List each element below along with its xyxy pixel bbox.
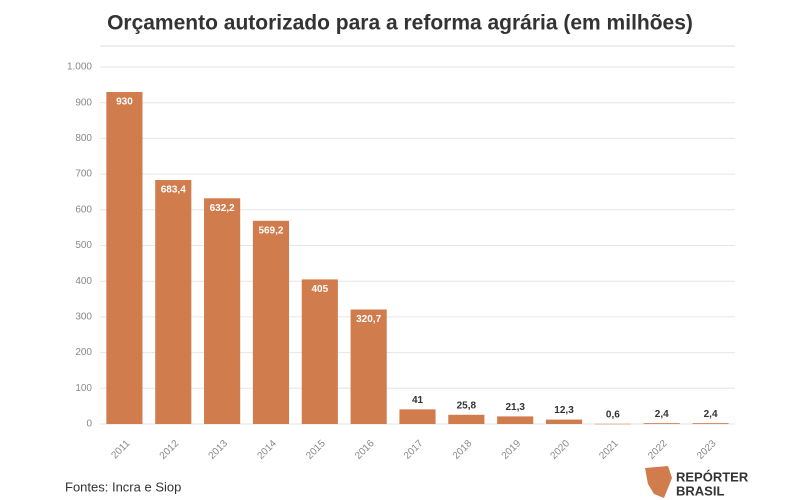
- x-tick-label: 2022: [646, 438, 670, 462]
- bar: [643, 423, 680, 424]
- y-tick-label: 900: [75, 97, 92, 108]
- bar: [155, 180, 192, 424]
- bar: [448, 414, 485, 424]
- bar: [692, 423, 729, 424]
- value-label: 12,3: [554, 405, 574, 416]
- x-tick-label: 2021: [597, 438, 621, 462]
- bar: [545, 419, 583, 424]
- value-label: 2,4: [704, 409, 718, 420]
- y-tick-label: 1.000: [67, 62, 92, 73]
- bar: [594, 423, 631, 425]
- x-tick-label: 2017: [402, 438, 426, 462]
- y-tick-label: 700: [75, 169, 92, 180]
- value-label: 320,7: [356, 314, 381, 325]
- x-tick-label: 2012: [158, 438, 182, 462]
- value-label: 632,2: [210, 203, 235, 214]
- x-tick-label: 2011: [109, 438, 132, 461]
- y-tick-label: 600: [75, 204, 92, 215]
- bar: [350, 309, 387, 424]
- y-tick-label: 200: [75, 347, 92, 358]
- x-tick-label: 2013: [207, 438, 231, 462]
- source-note: Fontes: Incra e Siop: [65, 479, 181, 494]
- x-tick-label: 2016: [353, 438, 377, 462]
- value-label: 569,2: [258, 225, 283, 236]
- value-label: 25,8: [457, 400, 477, 411]
- x-tick-label: 2014: [255, 438, 279, 462]
- y-tick-label: 300: [75, 312, 92, 323]
- value-label: 41: [412, 395, 424, 406]
- logo-icon: [645, 466, 672, 498]
- value-label: 21,3: [505, 402, 525, 413]
- x-tick-label: 2018: [451, 438, 475, 462]
- value-label: 930: [116, 97, 133, 108]
- logo-text: REPÓRTER: [676, 469, 749, 484]
- y-tick-label: 800: [75, 133, 92, 144]
- logo-text: BRASIL: [676, 483, 724, 498]
- y-tick-label: 400: [75, 276, 92, 287]
- value-label: 2,4: [655, 409, 669, 420]
- x-tick-label: 2019: [500, 438, 524, 462]
- x-tick-label: 2023: [695, 438, 719, 462]
- logo: REPÓRTER BRASIL: [645, 466, 749, 498]
- bar: [497, 416, 534, 424]
- value-label: 0,6: [606, 409, 620, 420]
- bar: [106, 91, 143, 425]
- x-tick-label: 2015: [304, 438, 328, 462]
- x-tick-label: 2020: [549, 438, 573, 462]
- value-label: 405: [311, 284, 328, 295]
- chart-title: Orçamento autorizado para a reforma agrá…: [107, 12, 693, 35]
- bar: [301, 279, 338, 424]
- bar: [204, 198, 241, 424]
- value-label: 683,4: [161, 185, 186, 196]
- bar: [399, 409, 436, 424]
- y-tick-label: 100: [75, 383, 92, 394]
- y-tick-label: 0: [86, 419, 92, 430]
- bar: [252, 220, 290, 424]
- y-tick-label: 500: [75, 240, 92, 251]
